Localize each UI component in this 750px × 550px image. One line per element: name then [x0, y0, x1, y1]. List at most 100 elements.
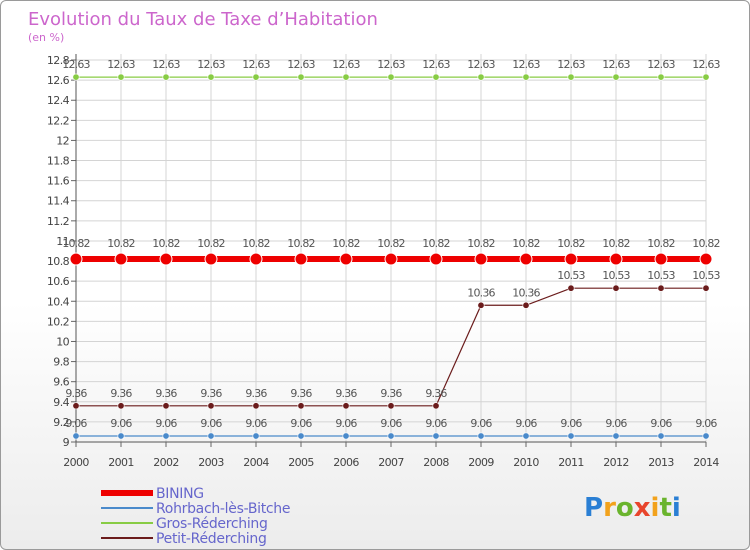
- data-label: 9.06: [560, 417, 582, 430]
- data-label: 9.06: [515, 417, 537, 430]
- data-point: [207, 73, 215, 81]
- data-label: 9.36: [380, 387, 402, 400]
- data-label: 10.82: [647, 237, 675, 250]
- data-point: [69, 252, 83, 266]
- y-tick-label: 12.2: [47, 114, 69, 127]
- data-point: [252, 402, 260, 410]
- data-label: 9.36: [110, 387, 132, 400]
- x-tick-label: 2010: [513, 456, 539, 469]
- data-point: [162, 73, 170, 81]
- data-label: 12.63: [422, 58, 450, 71]
- legend-label: Rohrbach-lès-Bitche: [156, 501, 290, 517]
- data-point: [522, 301, 530, 309]
- data-label: 9.36: [290, 387, 312, 400]
- data-point: [387, 402, 395, 410]
- data-point: [387, 73, 395, 81]
- data-point: [609, 252, 623, 266]
- data-label: 10.82: [242, 237, 270, 250]
- data-label: 12.63: [512, 58, 540, 71]
- x-tick-label: 2002: [153, 456, 179, 469]
- data-point: [612, 73, 620, 81]
- data-label: 12.63: [377, 58, 405, 71]
- x-tick-label: 2013: [648, 456, 674, 469]
- legend-label: Gros-Réderching: [156, 516, 268, 532]
- data-label: 9.06: [155, 417, 177, 430]
- y-tick-label: 9.8: [53, 356, 69, 369]
- data-point: [117, 73, 125, 81]
- data-label: 10.82: [62, 237, 90, 250]
- data-point: [72, 402, 80, 410]
- data-label: 9.06: [65, 417, 87, 430]
- data-label: 9.06: [695, 417, 717, 430]
- data-label: 9.06: [425, 417, 447, 430]
- y-tick-label: 10.4: [47, 295, 70, 308]
- data-label: 10.82: [512, 237, 540, 250]
- data-point: [657, 73, 665, 81]
- data-point: [72, 432, 80, 440]
- data-label: 9.06: [245, 417, 267, 430]
- data-label: 9.36: [155, 387, 177, 400]
- data-point: [567, 73, 575, 81]
- data-point: [387, 432, 395, 440]
- data-label: 10.82: [692, 237, 720, 250]
- data-label: 12.63: [242, 58, 270, 71]
- data-point: [342, 402, 350, 410]
- data-label: 12.63: [107, 58, 135, 71]
- data-label: 9.06: [650, 417, 672, 430]
- data-point: [162, 402, 170, 410]
- x-tick-label: 2009: [468, 456, 494, 469]
- y-tick-label: 10.8: [47, 255, 70, 268]
- data-point: [114, 252, 128, 266]
- data-point: [117, 402, 125, 410]
- y-tick-label: 12: [56, 134, 69, 147]
- data-label: 10.82: [287, 237, 315, 250]
- legend-label: Petit-Réderching: [156, 531, 267, 547]
- data-label: 12.63: [647, 58, 675, 71]
- y-tick-label: 10.2: [47, 315, 69, 328]
- data-point: [702, 432, 710, 440]
- data-label: 9.36: [335, 387, 357, 400]
- data-point: [432, 402, 440, 410]
- data-point: [162, 432, 170, 440]
- data-label: 12.63: [557, 58, 585, 71]
- data-label: 10.82: [557, 237, 585, 250]
- x-tick-label: 2011: [558, 456, 584, 469]
- x-tick-label: 2000: [63, 456, 89, 469]
- y-tick-label: 11.8: [47, 155, 70, 168]
- data-point: [432, 73, 440, 81]
- data-label: 12.63: [62, 58, 90, 71]
- y-tick-label: 9.6: [53, 376, 69, 389]
- data-point: [654, 252, 668, 266]
- y-tick-label: 12.8: [47, 54, 70, 67]
- data-label: 9.06: [110, 417, 132, 430]
- data-point: [432, 432, 440, 440]
- y-tick-label: 12.6: [47, 74, 70, 87]
- data-label: 10.82: [152, 237, 180, 250]
- data-label: 10.53: [557, 269, 585, 282]
- x-tick-label: 2003: [198, 456, 224, 469]
- y-tick-label: 10: [56, 335, 69, 348]
- data-label: 9.06: [470, 417, 492, 430]
- data-point: [567, 432, 575, 440]
- data-point: [384, 252, 398, 266]
- data-point: [477, 432, 485, 440]
- data-point: [699, 252, 713, 266]
- data-point: [564, 252, 578, 266]
- data-point: [522, 432, 530, 440]
- data-point: [477, 73, 485, 81]
- data-point: [657, 432, 665, 440]
- y-tick-label: 9.2: [53, 416, 69, 429]
- data-label: 9.36: [65, 387, 87, 400]
- data-point: [657, 284, 665, 292]
- data-point: [612, 432, 620, 440]
- x-tick-label: 2008: [423, 456, 449, 469]
- data-label: 10.82: [422, 237, 450, 250]
- data-point: [297, 432, 305, 440]
- y-tick-label: 9: [63, 436, 70, 449]
- chart-subtitle: (en %): [28, 31, 64, 44]
- y-tick-label: 9.4: [53, 396, 69, 409]
- data-label: 12.63: [152, 58, 180, 71]
- data-point: [612, 284, 620, 292]
- data-label: 10.36: [512, 286, 540, 299]
